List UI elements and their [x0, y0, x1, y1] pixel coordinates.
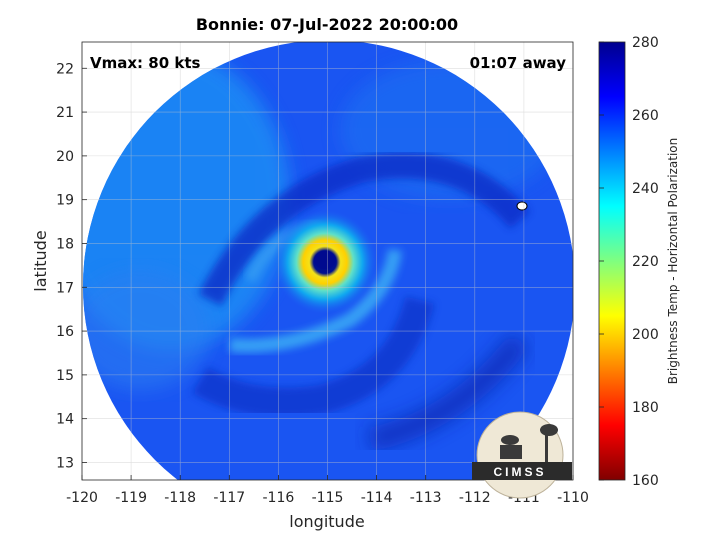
y-tick-label: 22: [56, 61, 74, 77]
x-axis-label: longitude: [289, 512, 364, 531]
x-tick-label: -116: [263, 490, 295, 506]
y-tick-label: 13: [56, 455, 74, 471]
y-axis-label: latitude: [31, 230, 50, 291]
colorbar-tick-label: 240: [632, 181, 659, 197]
x-tick-label: -112: [459, 490, 491, 506]
island-marker: [516, 201, 528, 211]
y-tick-label: 18: [56, 236, 74, 252]
colorbar-tick-label: 200: [632, 327, 659, 343]
x-tick-label: -113: [410, 490, 442, 506]
x-tick-label: -115: [312, 490, 344, 506]
vmax-label: Vmax: 80 kts: [90, 54, 200, 72]
x-tick-label: -119: [115, 490, 147, 506]
x-tick-label: -120: [66, 490, 98, 506]
colorbar-tick-label: 160: [632, 473, 659, 489]
y-tick-label: 21: [56, 105, 74, 121]
time-away-label: 01:07 away: [470, 54, 567, 72]
y-tick-label: 15: [56, 368, 74, 384]
cimss-logo: CIMSS: [472, 411, 572, 499]
colorbar-label: Brightness Temp - Horizontal Polarizatio…: [666, 138, 680, 385]
logo-text: CIMSS: [493, 465, 546, 479]
colorbar-tick-label: 280: [632, 35, 659, 51]
y-tick-label: 17: [56, 280, 74, 296]
hurricane-eye: [314, 251, 336, 269]
colorbar-tick-label: 220: [632, 254, 659, 270]
x-tick-label: -117: [213, 490, 245, 506]
x-tick-label: -110: [557, 490, 589, 506]
colorbar-tick-label: 260: [632, 108, 659, 124]
y-tick-label: 16: [56, 324, 74, 340]
y-tick-label: 20: [56, 149, 74, 165]
x-tick-label: -118: [164, 490, 196, 506]
y-tick-label: 14: [56, 412, 74, 428]
chart-title: Bonnie: 07-Jul-2022 20:00:00: [196, 15, 458, 34]
colorbar-tick-label: 180: [632, 400, 659, 416]
y-tick-label: 19: [56, 193, 74, 209]
colorbar-ticks: 160 180 200 220 240 260 280: [599, 35, 659, 489]
x-tick-label: -114: [361, 490, 393, 506]
